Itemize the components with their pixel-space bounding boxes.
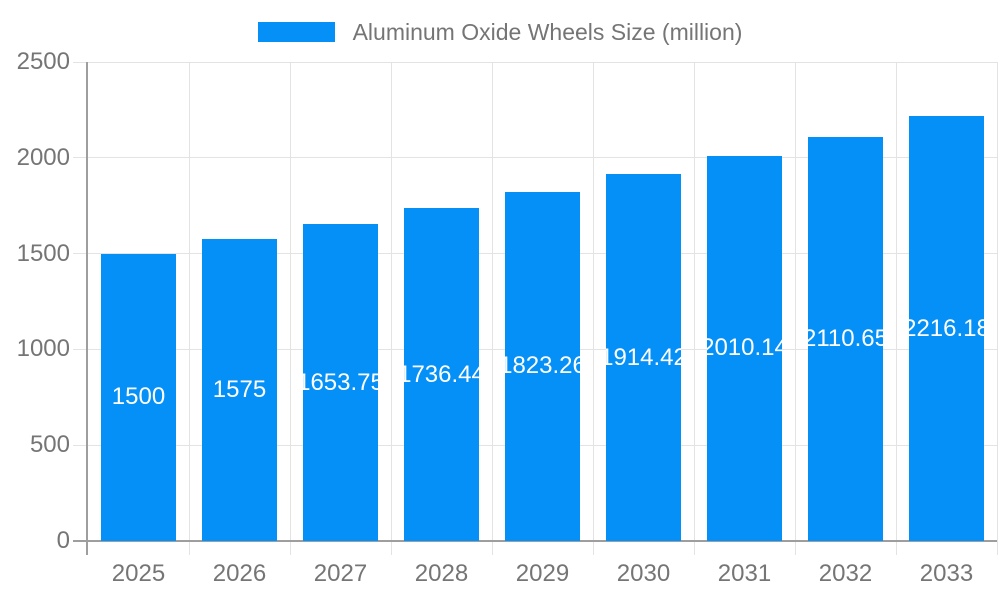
- x-tick-label: 2026: [212, 560, 267, 587]
- bar[interactable]: 2110.65: [808, 136, 883, 541]
- x-tick-label: 2029: [515, 560, 570, 587]
- gridline-horizontal: [73, 61, 997, 63]
- gridline-vertical: [794, 62, 796, 555]
- gridline-vertical: [592, 62, 594, 555]
- bar-value-label: 1500: [111, 383, 166, 411]
- bar[interactable]: 1653.75: [303, 224, 378, 541]
- bar-value-label: 2216.18: [909, 314, 984, 342]
- bar-value-label: 1736.44: [404, 360, 479, 388]
- y-tick-label: 1500: [16, 239, 70, 267]
- bar[interactable]: 1736.44: [404, 208, 479, 541]
- gridline-horizontal: [73, 157, 997, 159]
- bar[interactable]: 2010.14: [707, 155, 782, 541]
- gridline-vertical: [390, 62, 392, 555]
- y-tick-label: 2000: [16, 143, 70, 171]
- bar-value-label: 1653.75: [303, 368, 378, 396]
- gridline-vertical: [693, 62, 695, 555]
- y-tick-label: 0: [56, 527, 70, 554]
- x-tick-label: 2025: [111, 560, 166, 587]
- bar-value-label: 2010.14: [707, 334, 782, 362]
- x-tick-label: 2028: [414, 560, 469, 587]
- gridline-vertical: [289, 62, 291, 555]
- gridline-vertical: [895, 62, 897, 555]
- x-tick-label: 2027: [313, 560, 368, 587]
- legend-label: Aluminum Oxide Wheels Size (million): [352, 18, 743, 45]
- gridline-vertical: [996, 62, 998, 555]
- x-tick-label: 2032: [818, 560, 873, 587]
- bar[interactable]: 1500: [101, 253, 176, 541]
- bar-value-label: 2110.65: [808, 324, 883, 352]
- bar[interactable]: 1575: [202, 239, 277, 541]
- bar-value-label: 1823.26: [505, 352, 580, 380]
- legend[interactable]: Aluminum Oxide Wheels Size (million): [0, 18, 1000, 45]
- gridline-vertical: [491, 62, 493, 555]
- legend-swatch: [257, 22, 335, 42]
- bar[interactable]: 1914.42: [606, 174, 681, 541]
- x-tick-label: 2031: [717, 560, 772, 587]
- gridline-vertical: [188, 62, 190, 555]
- bar-value-label: 1575: [212, 376, 267, 404]
- bar-value-label: 1914.42: [606, 343, 681, 371]
- bar[interactable]: 2216.18: [909, 116, 984, 541]
- x-tick-label: 2033: [919, 560, 974, 587]
- x-tick-label: 2030: [616, 560, 671, 587]
- y-tick-label: 1000: [16, 335, 70, 363]
- bar[interactable]: 1823.26: [505, 191, 580, 541]
- y-tick-label: 2500: [16, 48, 70, 75]
- y-axis-line: [86, 62, 88, 555]
- y-tick-label: 500: [29, 431, 70, 459]
